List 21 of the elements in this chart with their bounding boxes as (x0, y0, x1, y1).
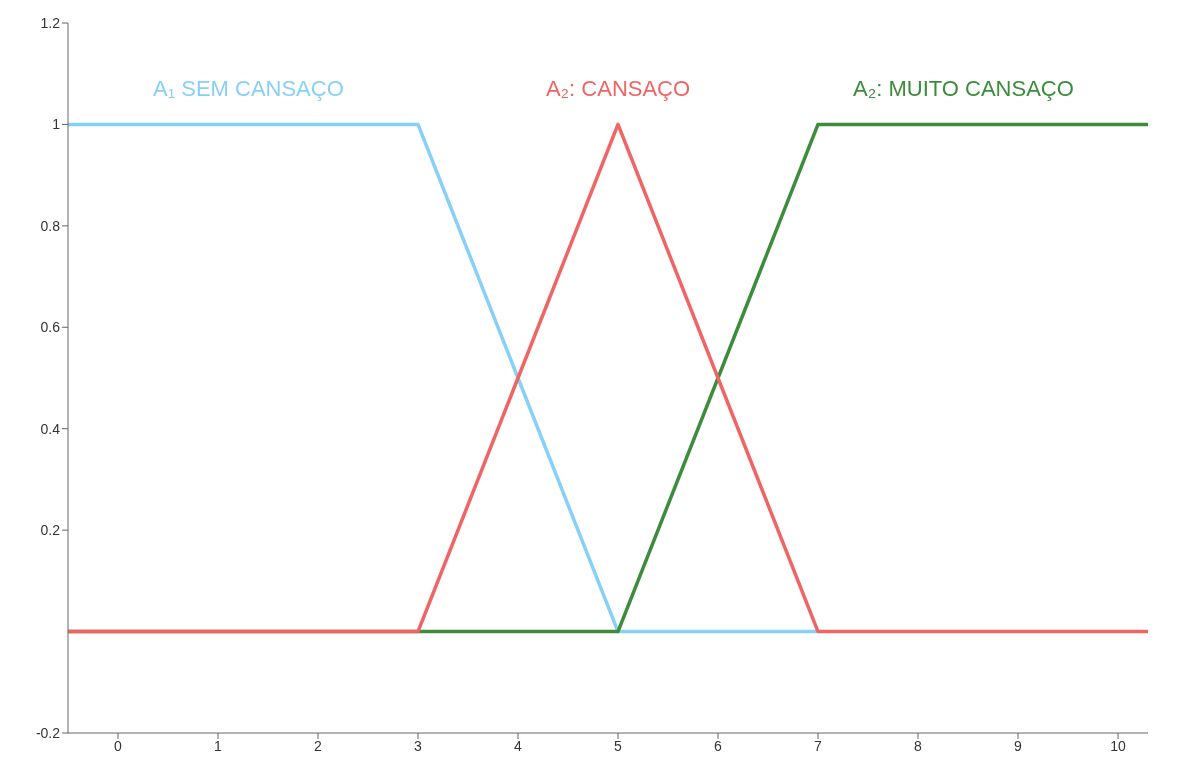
y-tick-label: 0.8 (40, 217, 61, 234)
series-label: A₂: CANSAÇO (545, 76, 691, 102)
y-tick-label: 1 (52, 116, 61, 133)
x-tick-label: 8 (914, 737, 923, 754)
x-tick-label: 4 (514, 737, 523, 754)
x-tick-label: 2 (314, 737, 323, 754)
y-tick-label: 0.2 (40, 522, 61, 539)
y-tick-label: 0.4 (40, 420, 61, 437)
x-tick-label: 0 (114, 737, 123, 754)
y-tick-label: 1.2 (40, 14, 61, 31)
x-tick-label: 3 (414, 737, 423, 754)
x-tick-label: 6 (714, 737, 723, 754)
series-label: A₁ SEM CANSAÇO (153, 76, 344, 102)
series-label: A₂: MUITO CANSAÇO (853, 76, 1074, 102)
x-tick-label: 5 (614, 737, 623, 754)
y-tick-label: 0.6 (40, 319, 61, 336)
x-tick-label: 9 (1014, 737, 1023, 754)
x-tick-label: 10 (1110, 737, 1126, 754)
x-tick-label: 7 (814, 737, 823, 754)
y-tick-label: -0.2 (35, 724, 61, 741)
x-tick-label: 1 (214, 737, 223, 754)
